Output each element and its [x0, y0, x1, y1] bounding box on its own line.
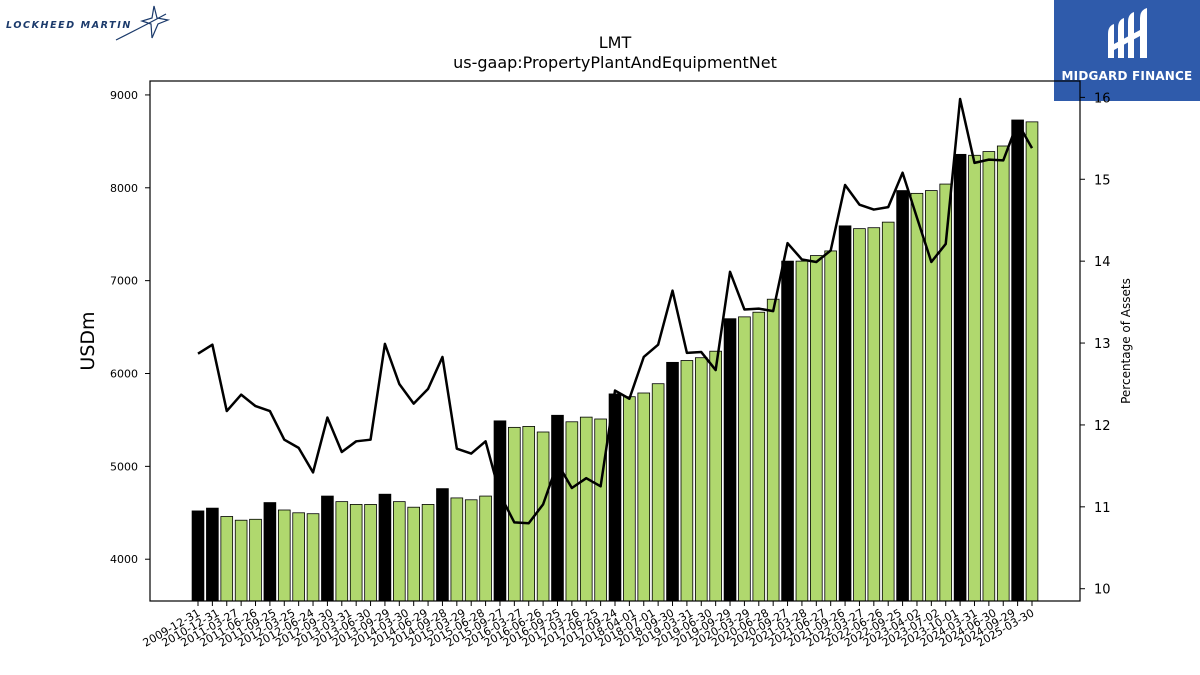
bar	[579, 416, 593, 602]
bar	[536, 431, 550, 602]
bar	[752, 311, 766, 602]
bar	[220, 516, 234, 602]
bar	[421, 504, 435, 602]
bar	[594, 418, 607, 602]
bar	[651, 383, 665, 602]
bar	[637, 392, 651, 602]
lockheed-martin-logo: LOCKHEED MARTIN	[4, 4, 174, 44]
midgard-m-icon	[1108, 8, 1147, 58]
bar	[393, 501, 406, 602]
bar	[766, 298, 780, 602]
bar	[191, 510, 205, 602]
y-tick-label: 8000	[110, 182, 138, 195]
bar	[881, 221, 895, 602]
lockheed-martin-wordmark: LOCKHEED MARTIN	[6, 20, 132, 31]
bar	[838, 225, 852, 602]
bar	[450, 497, 464, 602]
bar	[709, 350, 722, 602]
bar	[996, 145, 1010, 602]
bar	[522, 426, 536, 602]
bar	[249, 518, 262, 602]
bar	[968, 154, 981, 602]
y2-tick-label: 11	[1094, 501, 1111, 516]
bar	[565, 421, 579, 602]
bar	[953, 153, 967, 602]
bar	[824, 250, 837, 602]
y2-tick-label: 10	[1094, 583, 1111, 598]
midgard-finance-wordmark: MIDGARD FINANCE	[1061, 69, 1193, 83]
bar	[234, 519, 248, 602]
bar-series	[191, 119, 1039, 602]
bar	[795, 260, 809, 602]
bar	[479, 495, 492, 602]
y-tick-label: 4000	[110, 553, 138, 566]
bar	[321, 495, 334, 602]
bar	[306, 513, 320, 602]
bar	[292, 512, 305, 602]
y-tick-label: 5000	[110, 460, 138, 473]
bar	[493, 420, 507, 602]
y2-axis-label: Percentage of Assets	[1119, 278, 1133, 404]
bar	[1025, 121, 1039, 602]
star-swoosh-icon	[115, 5, 171, 41]
bar	[896, 190, 909, 602]
x-axis: 2009-12-312010-12-312011-03-272011-06-26…	[141, 601, 1037, 650]
bar	[436, 488, 449, 602]
bar	[407, 506, 420, 602]
bar	[982, 151, 996, 602]
bar	[349, 504, 363, 602]
y-axis: 4000 5000 6000 7000 8000 9000	[110, 89, 150, 566]
bar	[939, 183, 953, 602]
y-tick-label: 7000	[110, 275, 138, 288]
y-tick-label: 9000	[110, 89, 138, 102]
percentage-line	[197, 97, 1034, 525]
y2-tick-label: 14	[1094, 255, 1111, 270]
bar	[263, 502, 277, 602]
bar	[623, 396, 636, 602]
bar	[867, 227, 881, 602]
bar	[738, 316, 751, 602]
bar	[810, 255, 823, 602]
bar	[853, 228, 866, 602]
y2-tick-label: 16	[1094, 91, 1111, 106]
chart-title: LMT	[599, 33, 632, 52]
y2-tick-label: 12	[1094, 419, 1111, 434]
bar	[781, 260, 794, 602]
chart-subtitle: us-gaap:PropertyPlantAndEquipmentNet	[453, 53, 777, 72]
bar	[694, 357, 708, 602]
bar	[206, 507, 219, 602]
bar	[277, 509, 291, 602]
bar	[378, 493, 392, 602]
bar	[464, 499, 478, 602]
y2-tick-label: 15	[1094, 173, 1111, 188]
bar	[723, 318, 737, 602]
y2-axis: 10 11 12 13 14 15 16	[1080, 91, 1111, 598]
bar	[680, 360, 694, 602]
y-tick-label: 6000	[110, 368, 138, 381]
bar	[1011, 119, 1024, 602]
bar	[335, 501, 349, 602]
y2-tick-label: 13	[1094, 337, 1111, 352]
bar	[551, 414, 564, 602]
bar	[910, 192, 924, 602]
bar	[666, 361, 679, 602]
midgard-finance-logo: MIDGARD FINANCE	[1054, 0, 1200, 101]
bar	[364, 504, 377, 602]
y-axis-label: USDm	[77, 311, 99, 370]
